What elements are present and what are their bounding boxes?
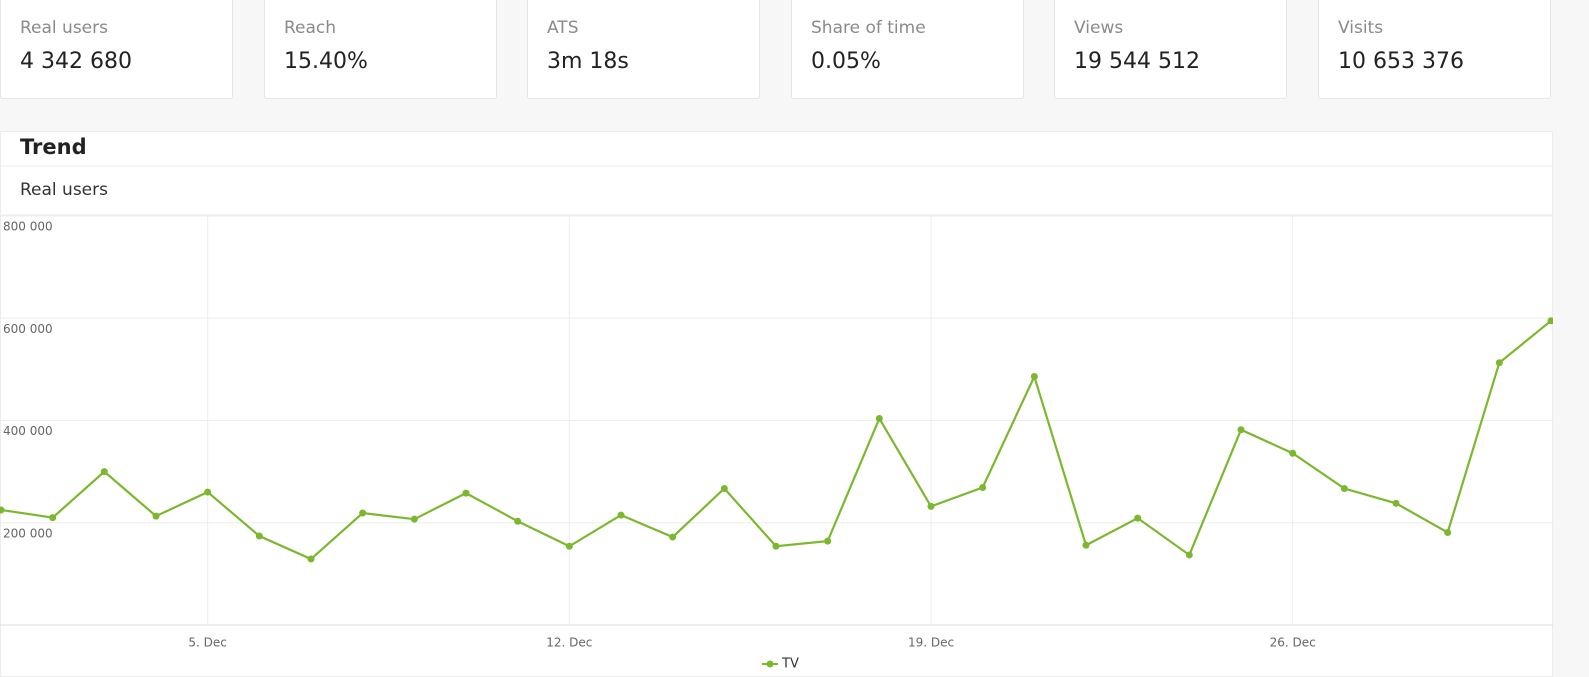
kpi-value: 15.40% bbox=[284, 49, 368, 74]
kpi-value: 19 544 512 bbox=[1074, 49, 1200, 74]
kpi-label: Reach bbox=[284, 18, 337, 38]
legend-label: TV bbox=[781, 657, 799, 672]
y-tick-label: 800 000 bbox=[3, 220, 53, 234]
kpi-card: Share of time 0.05% bbox=[791, 0, 1024, 99]
point bbox=[0, 506, 5, 514]
point bbox=[152, 512, 160, 520]
line bbox=[0, 319, 1552, 561]
y-tick-label: 400 000 bbox=[3, 424, 53, 438]
kpi-value: 4 342 680 bbox=[20, 49, 132, 74]
point bbox=[1547, 317, 1553, 325]
x-tick-label: 19. Dec bbox=[908, 636, 954, 650]
point bbox=[204, 488, 212, 496]
kpi-value: 3m 18s bbox=[547, 49, 629, 74]
point bbox=[1134, 514, 1142, 522]
point bbox=[565, 542, 573, 550]
x-tick-label: 12. Dec bbox=[546, 636, 592, 650]
kpi-value: 0.05% bbox=[811, 49, 881, 74]
chart-subtitle: Real users bbox=[20, 180, 108, 200]
point bbox=[772, 542, 780, 550]
kpi-card: Views 19 544 512 bbox=[1054, 0, 1287, 99]
point bbox=[979, 483, 987, 491]
kpi-card: Reach 15.40% bbox=[264, 0, 497, 99]
kpi-label: Share of time bbox=[811, 18, 926, 38]
point bbox=[824, 537, 832, 545]
legend-marker bbox=[766, 660, 774, 668]
point bbox=[100, 468, 108, 476]
point bbox=[410, 515, 418, 523]
point bbox=[1444, 528, 1452, 536]
point bbox=[875, 414, 883, 422]
point bbox=[307, 555, 315, 563]
trend-panel: Trend Real users 5. Dec 12. Dec 19. Dec 26.… bbox=[0, 131, 1553, 677]
point bbox=[462, 489, 470, 497]
kpi-label: ATS bbox=[547, 18, 579, 38]
x-tick-label: 26. Dec bbox=[1270, 636, 1316, 650]
point bbox=[1289, 449, 1297, 457]
kpi-label: Views bbox=[1074, 18, 1124, 38]
chart: Trend Real users 5. Dec 12. Dec 19. Dec 26.… bbox=[0, 135, 1553, 672]
chart-title: Trend bbox=[20, 135, 87, 159]
point bbox=[1185, 551, 1193, 559]
point bbox=[1030, 373, 1038, 381]
kpi-card: Real users 4 342 680 bbox=[0, 0, 233, 99]
kpi-label: Real users bbox=[20, 18, 108, 38]
point bbox=[720, 484, 728, 492]
point bbox=[359, 509, 367, 517]
point bbox=[1237, 426, 1245, 434]
x-tick-label: 5. Dec bbox=[188, 636, 226, 650]
y-tick-label: 600 000 bbox=[3, 322, 53, 336]
point bbox=[49, 514, 57, 522]
point bbox=[1495, 359, 1503, 367]
point bbox=[669, 533, 677, 541]
kpi-value: 10 653 376 bbox=[1338, 49, 1464, 74]
point bbox=[514, 517, 522, 525]
kpi-card: ATS 3m 18s bbox=[527, 0, 760, 99]
kpi-card: Visits 10 653 376 bbox=[1318, 0, 1551, 99]
point bbox=[927, 502, 935, 510]
point bbox=[255, 532, 263, 540]
point bbox=[1392, 499, 1400, 507]
point bbox=[1082, 541, 1090, 549]
point bbox=[1340, 484, 1348, 492]
point bbox=[617, 511, 625, 519]
y-tick-label: 200 000 bbox=[3, 526, 53, 540]
kpi-label: Visits bbox=[1338, 18, 1384, 38]
